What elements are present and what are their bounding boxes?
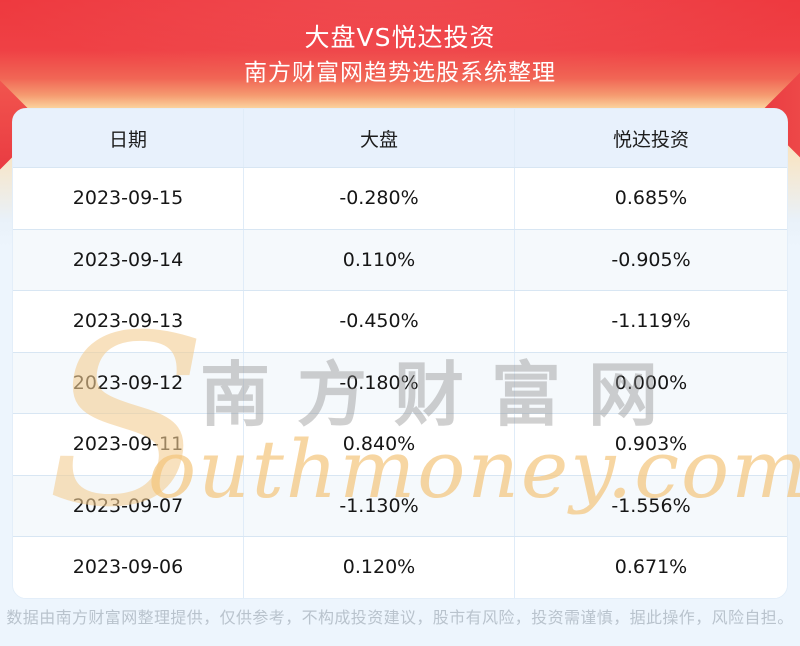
cell-market-change: -1.130%: [244, 475, 515, 536]
column-header-market: 大盘: [244, 109, 515, 167]
cell-market-change: -0.180%: [244, 352, 515, 413]
cell-date: 2023-09-06: [13, 537, 244, 598]
cell-stock-change: 0.903%: [614, 433, 688, 456]
cell-market-change: 0.110%: [244, 229, 515, 290]
table-row: 2023-09-14 0.110% -0.905%: [13, 228, 787, 290]
page-title: 大盘VS悦达投资: [304, 23, 496, 52]
banner-titles: 大盘VS悦达投资 南方财富网趋势选股系统整理: [0, 0, 800, 88]
table-row: 2023-09-11 0.840% 0.903%: [13, 413, 787, 475]
cell-date: 2023-09-15: [13, 168, 244, 229]
cell-market-change: 0.840%: [244, 414, 515, 475]
cell-market-change: -0.280%: [244, 168, 515, 229]
cell-stock-change: -1.119%: [611, 310, 691, 333]
page-subtitle: 南方财富网趋势选股系统整理: [244, 60, 556, 86]
cell-market-change: 0.120%: [244, 537, 515, 598]
cell-date: 2023-09-11: [13, 414, 244, 475]
cell-date: 2023-09-14: [13, 229, 244, 290]
cell-stock-change: 0.671%: [614, 556, 688, 579]
table-header-row: 日期 大盘 悦达投资: [13, 109, 787, 167]
table-row: 2023-09-06 0.120% 0.671%: [13, 536, 787, 598]
table-row: 2023-09-12 -0.180% 0.000%: [13, 351, 787, 413]
disclaimer-text: 数据由南方财富网整理提供，仅供参考，不构成投资建议，股市有风险，投资需谨慎，据此…: [6, 608, 794, 627]
cell-stock-change: 0.685%: [614, 187, 688, 210]
cell-date: 2023-09-07: [13, 475, 244, 536]
banner-glow-decoration: [0, 0, 800, 112]
cell-stock-change: -1.556%: [611, 494, 691, 517]
cell-date: 2023-09-12: [13, 352, 244, 413]
table-row: 2023-09-07 -1.130% -1.556%: [13, 474, 787, 536]
cell-market-change: -0.450%: [244, 291, 515, 352]
cell-stock-change: -0.905%: [611, 248, 691, 271]
cell-stock-change: 0.000%: [614, 371, 688, 394]
banner-background: [0, 0, 800, 112]
table-row: 2023-09-15 -0.280% 0.685%: [13, 167, 787, 229]
column-header-date: 日期: [13, 109, 244, 167]
cell-date: 2023-09-13: [13, 291, 244, 352]
table-row: 2023-09-13 -0.450% -1.119%: [13, 290, 787, 352]
column-header-stock: 悦达投资: [612, 128, 689, 151]
comparison-table: 日期 大盘 悦达投资 2023-09-15 -0.280% 0.685% 202…: [12, 108, 788, 599]
